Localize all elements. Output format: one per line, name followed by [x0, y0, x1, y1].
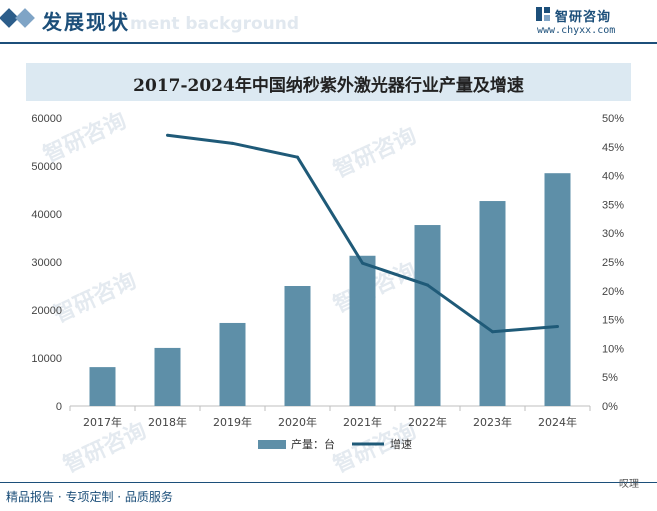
y-right-tick-label: 50%: [602, 113, 624, 125]
y-right-tick-label: 30%: [602, 228, 624, 240]
y-left-tick-label: 10000: [31, 353, 62, 365]
bar: [349, 255, 376, 406]
y-left-tick-label: 50000: [31, 161, 62, 173]
legend-label: 增速: [390, 437, 412, 451]
y-right-tick-label: 0%: [602, 401, 618, 413]
x-tick-label: 2022年: [408, 415, 447, 429]
header: ment background 发展现状 智研咨询 www.chyxx.com: [0, 0, 657, 44]
y-left-tick-label: 0: [56, 401, 62, 413]
x-tick-label: 2023年: [473, 415, 512, 429]
bar: [479, 201, 506, 406]
diamond-icon: [15, 8, 35, 28]
y-right-tick-label: 25%: [602, 257, 624, 269]
x-tick-label: 2024年: [538, 415, 577, 429]
legend-swatch-bar: [258, 440, 286, 449]
y-left-tick-label: 30000: [31, 257, 62, 269]
y-right-tick-label: 40%: [602, 171, 624, 183]
bar: [89, 367, 116, 406]
x-tick-label: 2020年: [278, 415, 317, 429]
line-point: [426, 283, 429, 287]
y-right-tick-label: 20%: [602, 286, 624, 298]
bar: [154, 347, 181, 406]
x-tick-label: 2017年: [83, 415, 122, 429]
line-point: [296, 155, 299, 159]
header-ghost-text: ment background: [130, 14, 300, 34]
y-right-tick-label: 15%: [602, 315, 624, 327]
page-title: 发展现状: [42, 10, 130, 34]
line-point: [166, 133, 169, 137]
y-right-tick-label: 10%: [602, 343, 624, 355]
brand-logo-icon: [536, 7, 550, 21]
bar: [284, 286, 311, 406]
x-tick-label: 2018年: [148, 415, 187, 429]
y-right-tick-label: 35%: [602, 199, 624, 211]
y-right-tick-label: 45%: [602, 142, 624, 154]
x-tick-label: 2019年: [213, 415, 252, 429]
legend-label: 产量：台: [291, 437, 335, 451]
footer-right-text: 叹理: [619, 479, 639, 490]
line-point: [231, 141, 234, 145]
line-point: [556, 325, 559, 329]
bar: [219, 322, 246, 406]
y-left-tick-label: 20000: [31, 305, 62, 317]
brand-name: 智研咨询: [555, 10, 612, 25]
footer-text: 精品报告 · 专项定制 · 品质服务: [6, 490, 173, 504]
y-left-tick-label: 40000: [31, 209, 62, 221]
brand-url: www.chyxx.com: [537, 25, 616, 36]
chart-title: 2017-2024年中国纳秒紫外激光器行业产量及增速: [133, 76, 524, 96]
line-point: [361, 261, 364, 265]
y-left-tick-label: 60000: [31, 113, 62, 125]
x-tick-label: 2021年: [343, 415, 382, 429]
bar: [414, 225, 441, 406]
brand: 智研咨询 www.chyxx.com: [535, 6, 645, 40]
bar: [544, 173, 571, 406]
line-point: [491, 330, 494, 334]
y-right-tick-label: 5%: [602, 372, 618, 384]
footer-divider: [0, 482, 657, 483]
chart: 0 10000 20000 30000 40000 50000 60000 0% 5% 10% 15…: [31, 113, 624, 451]
chart-title-band: 2017-2024年中国纳秒紫外激光器行业产量及增速: [26, 63, 631, 101]
header-divider: [0, 42, 657, 44]
